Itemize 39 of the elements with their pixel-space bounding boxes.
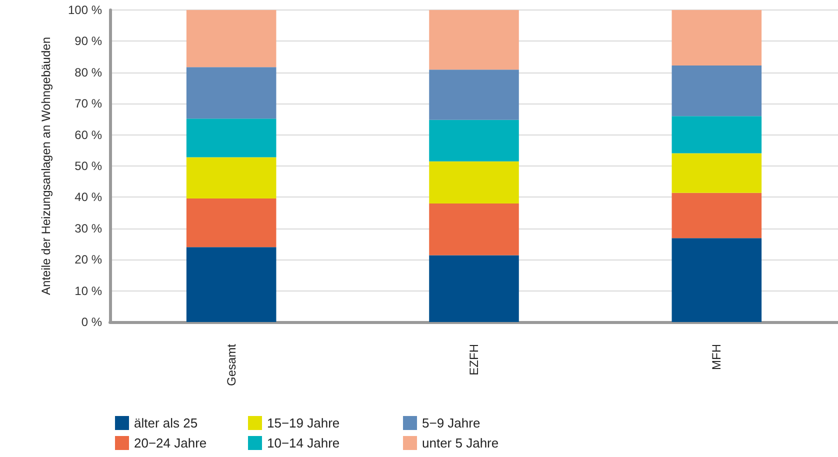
x-tick-label: Gesamt [224, 343, 238, 386]
y-tick-label: 50 % [74, 159, 102, 173]
y-axis-title: Anteile der Heizungsanlagen an Wohngebäuden [39, 37, 53, 295]
y-tick-label: 70 % [74, 96, 102, 111]
legend-label: älter als 25 [134, 416, 198, 430]
x-tick-label: MFH [710, 344, 724, 370]
bar [186, 247, 276, 322]
legend-label: 20−24 Jahre [134, 436, 207, 450]
y-tick-label: 30 % [74, 221, 102, 236]
y-tick-label: 10 % [74, 284, 102, 298]
x-tick-label: EZFH [467, 344, 481, 376]
bar [429, 10, 519, 70]
bar [186, 157, 276, 198]
legend-label: unter 5 Jahre [422, 436, 499, 450]
bar [429, 120, 519, 162]
bar [186, 10, 276, 68]
bar [672, 238, 762, 322]
y-tick-label: 60 % [74, 128, 102, 142]
bar [672, 153, 762, 193]
legend-label: 5−9 Jahre [422, 416, 480, 430]
y-tick-label: 40 % [74, 190, 102, 204]
bar [672, 10, 762, 66]
bar [429, 70, 519, 120]
legend-label: 15−19 Jahre [267, 416, 340, 430]
bar [672, 116, 762, 154]
y-tick-label: 0 % [81, 315, 102, 329]
y-tick-label: 100 % [68, 3, 102, 17]
y-tick-label: 20 % [74, 252, 102, 267]
bar [429, 161, 519, 204]
bar [429, 255, 519, 322]
bar [429, 203, 519, 256]
y-tick-label: 80 % [74, 65, 102, 80]
bar [186, 118, 276, 158]
bar [672, 66, 762, 116]
legend-label: 10−14 Jahre [267, 436, 340, 450]
bar [186, 198, 276, 248]
bar [672, 192, 762, 238]
bar [186, 67, 276, 119]
y-tick-label: 90 % [74, 34, 102, 48]
